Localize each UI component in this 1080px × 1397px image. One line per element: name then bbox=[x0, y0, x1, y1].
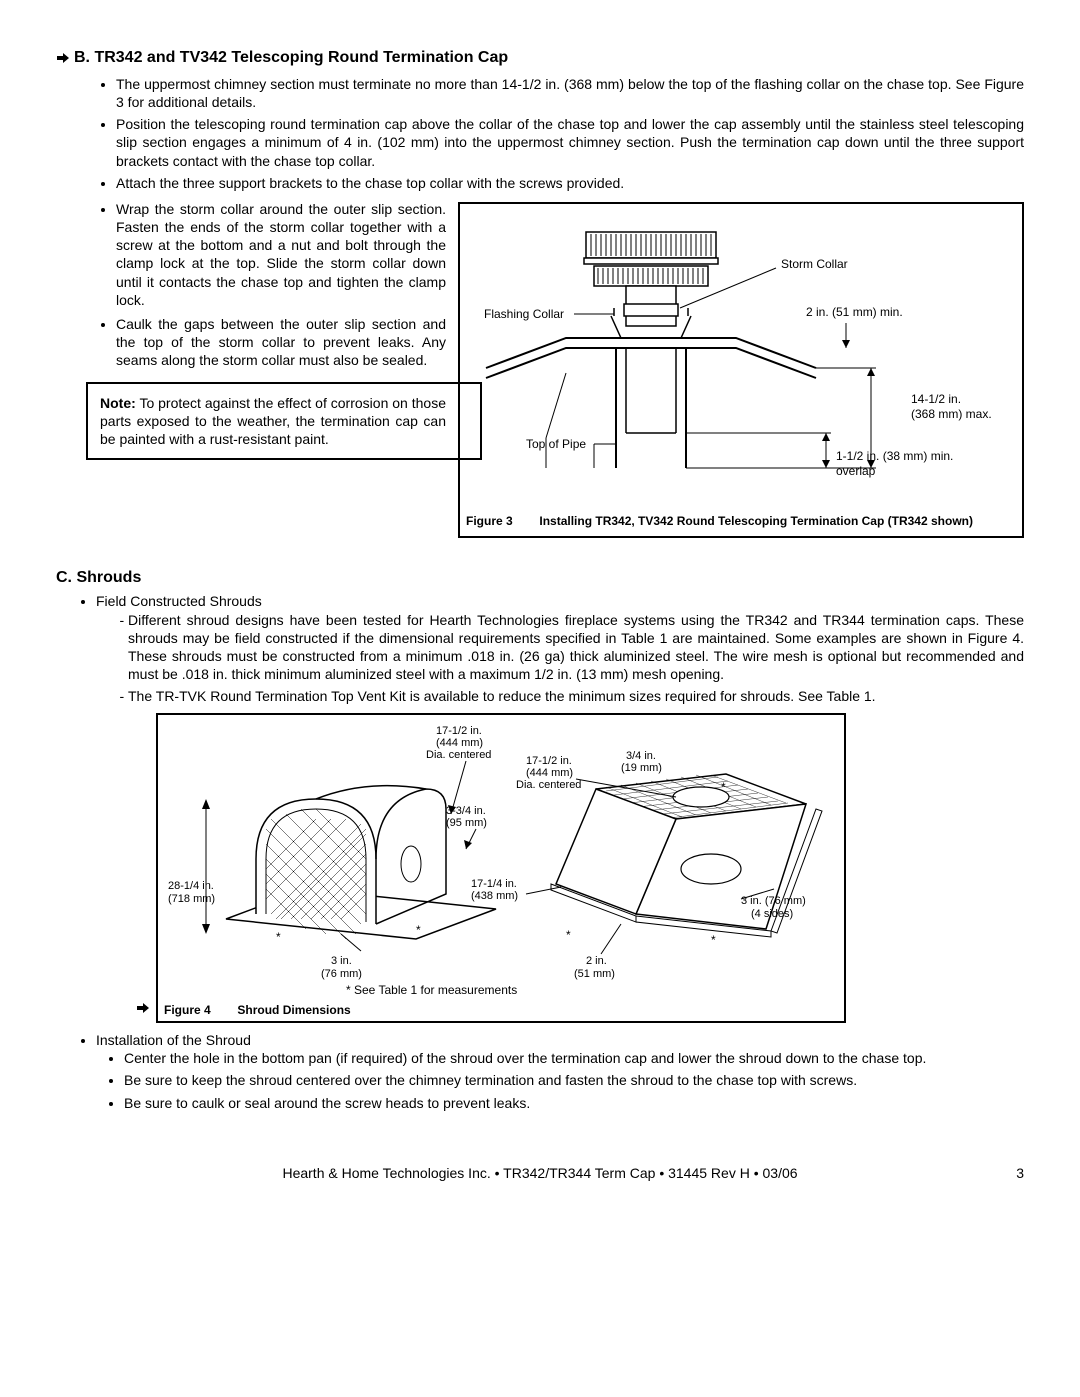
section-c-bullet2: Installation of the Shroud Center the ho… bbox=[96, 1031, 1024, 1112]
section-c-sub2-bullet: Be sure to keep the shroud centered over… bbox=[124, 1071, 1024, 1089]
figure-3-caption: Figure 3 Installing TR342, TV342 Round T… bbox=[466, 508, 1016, 532]
svg-text:28-1/4 in.: 28-1/4 in. bbox=[168, 880, 214, 892]
figure-4-caption: Figure 4 Shroud Dimensions bbox=[164, 999, 838, 1019]
section-c-sub-bullet: Different shroud designs have been teste… bbox=[128, 611, 1024, 684]
svg-text:2 in.: 2 in. bbox=[586, 955, 607, 967]
note-box: Note: To protect against the effect of c… bbox=[86, 382, 482, 461]
section-b-top-list: The uppermost chimney section must termi… bbox=[56, 75, 1024, 192]
section-c-sub-bullet: The TR-TVK Round Termination Top Vent Ki… bbox=[128, 687, 1024, 705]
svg-text:(19 mm): (19 mm) bbox=[621, 762, 662, 774]
section-b-title: B. TR342 and TV342 Telescoping Round Ter… bbox=[74, 48, 508, 69]
svg-text:(76 mm): (76 mm) bbox=[321, 968, 362, 980]
section-c-bullet1: Field Constructed Shrouds Different shro… bbox=[96, 592, 1024, 705]
svg-text:17-1/2 in.: 17-1/2 in. bbox=[436, 725, 482, 737]
figure-4-label: Figure 4 bbox=[164, 1003, 211, 1017]
page-number: 3 bbox=[1016, 1164, 1024, 1182]
svg-text:(444 mm): (444 mm) bbox=[436, 737, 483, 749]
arrow-right-icon bbox=[56, 51, 70, 65]
label-storm-collar: Storm Collar bbox=[781, 257, 848, 271]
svg-text:(438 mm): (438 mm) bbox=[471, 890, 518, 902]
svg-text:2 in. (51 mm) min.: 2 in. (51 mm) min. bbox=[806, 305, 903, 319]
section-c-bullet2-text: Installation of the Shroud bbox=[96, 1032, 251, 1048]
svg-text:3 in. (76 mm): 3 in. (76 mm) bbox=[741, 895, 806, 907]
figure-4-svg: 28-1/4 in. (718 mm) * * 3 in. (76 mm) 17… bbox=[166, 719, 836, 999]
section-b-wrap: Storm Collar 2 in. (51 mm) min. Flashing… bbox=[56, 200, 1024, 546]
section-c-sublist2: Center the hole in the bottom pan (if re… bbox=[96, 1049, 1024, 1112]
section-c-list: Field Constructed Shrouds Different shro… bbox=[56, 592, 1024, 705]
svg-text:*: * bbox=[416, 923, 421, 937]
svg-text:(368 mm) max.: (368 mm) max. bbox=[911, 407, 992, 421]
svg-text:overlap: overlap bbox=[836, 464, 876, 478]
page-footer: Hearth & Home Technologies Inc. • TR342/… bbox=[56, 1164, 1024, 1182]
svg-text:Dia. centered: Dia. centered bbox=[426, 749, 491, 761]
svg-text:*: * bbox=[276, 930, 281, 944]
section-c-list2: Installation of the Shroud Center the ho… bbox=[56, 1031, 1024, 1112]
figure-3-box: Storm Collar 2 in. (51 mm) min. Flashing… bbox=[458, 202, 1024, 538]
section-c-sublist1: Different shroud designs have been teste… bbox=[96, 611, 1024, 706]
note-label: Note: bbox=[100, 395, 136, 411]
figure-3-text: Installing TR342, TV342 Round Telescopin… bbox=[539, 514, 973, 528]
svg-text:14-1/2 in.: 14-1/2 in. bbox=[911, 392, 961, 406]
svg-text:(4 sides): (4 sides) bbox=[751, 908, 793, 920]
svg-text:*: * bbox=[711, 933, 716, 947]
footer-text: Hearth & Home Technologies Inc. • TR342/… bbox=[282, 1165, 797, 1181]
svg-text:3/4 in.: 3/4 in. bbox=[626, 750, 656, 762]
section-c-sub2-bullet: Center the hole in the bottom pan (if re… bbox=[124, 1049, 1024, 1067]
figure-3-svg: Storm Collar 2 in. (51 mm) min. Flashing… bbox=[466, 208, 1016, 508]
section-b-heading: B. TR342 and TV342 Telescoping Round Ter… bbox=[56, 48, 1024, 69]
svg-text:17-1/2 in.: 17-1/2 in. bbox=[526, 755, 572, 767]
section-b-bullet: The uppermost chimney section must termi… bbox=[116, 75, 1024, 111]
svg-text:(51 mm): (51 mm) bbox=[574, 968, 615, 980]
svg-text:*: * bbox=[721, 780, 726, 794]
svg-text:(718 mm): (718 mm) bbox=[168, 893, 215, 905]
figure-4-text: Shroud Dimensions bbox=[237, 1003, 350, 1017]
note-text: To protect against the effect of corrosi… bbox=[100, 395, 446, 447]
svg-text:(95 mm): (95 mm) bbox=[446, 817, 487, 829]
svg-text:Flashing Collar: Flashing Collar bbox=[484, 307, 564, 321]
svg-text:Dia. centered: Dia. centered bbox=[516, 779, 581, 791]
svg-text:Top of Pipe: Top of Pipe bbox=[526, 437, 586, 451]
svg-text:3 in.: 3 in. bbox=[331, 955, 352, 967]
svg-text:3-3/4 in.: 3-3/4 in. bbox=[446, 805, 486, 817]
figure-4-box: 28-1/4 in. (718 mm) * * 3 in. (76 mm) 17… bbox=[156, 713, 846, 1023]
section-b-side-bullet: Caulk the gaps between the outer slip se… bbox=[116, 315, 496, 370]
svg-text:*: * bbox=[566, 928, 571, 942]
svg-text:17-1/4 in.: 17-1/4 in. bbox=[471, 878, 517, 890]
svg-text:* See Table 1 for measurements: * See Table 1 for measurements bbox=[346, 983, 517, 997]
figure-3-label: Figure 3 bbox=[466, 514, 513, 528]
svg-text:1-1/2 in. (38 mm) min.: 1-1/2 in. (38 mm) min. bbox=[836, 449, 953, 463]
svg-text:(444 mm): (444 mm) bbox=[526, 767, 573, 779]
arrow-right-icon bbox=[136, 1001, 150, 1019]
section-c-sub2-bullet: Be sure to caulk or seal around the scre… bbox=[124, 1094, 1024, 1112]
section-c-bullet1-text: Field Constructed Shrouds bbox=[96, 593, 262, 609]
section-b-bullet: Position the telescoping round terminati… bbox=[116, 115, 1024, 170]
section-b-bullet: Attach the three support brackets to the… bbox=[116, 174, 1024, 192]
section-b-side-bullet: Wrap the storm collar around the outer s… bbox=[116, 200, 496, 309]
section-c-heading: C. Shrouds bbox=[56, 568, 1024, 589]
